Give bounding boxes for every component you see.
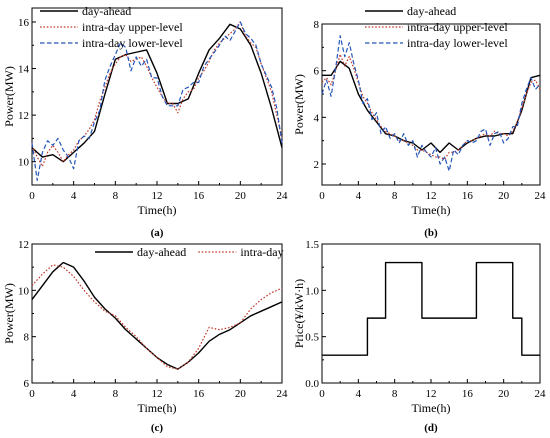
y-tick-label: 10 xyxy=(18,285,30,297)
panel-c: 0 4 8 12 16 20 24681012Time(h)Power(MW)day-ahe… xyxy=(2,239,288,434)
legend-label: day-ahead xyxy=(82,4,131,18)
y-axis-title: Power(MW) xyxy=(292,74,306,135)
x-axis-title: Time(h) xyxy=(412,401,451,415)
x-tick-label: 4 xyxy=(71,190,77,202)
legend: day-ahead intra-day upper-level intra-day … xyxy=(40,4,183,50)
panel-b: 0 4 8 12 16 20 242468Time(h)Power(MW)day-ahead… xyxy=(292,4,546,239)
x-tick-label: 0 xyxy=(319,388,325,400)
y-tick-label: 16 xyxy=(18,17,30,29)
legend-label: day-ahead xyxy=(137,245,186,259)
series-line-day-ahead xyxy=(31,261,283,370)
y-tick-label: 1.5 xyxy=(305,239,319,251)
y-tick-label: 2 xyxy=(314,159,320,171)
x-tick-label: 24 xyxy=(277,190,289,202)
legend-label: intra-day xyxy=(240,245,283,259)
plot-frame xyxy=(321,243,541,384)
panel-label: (d) xyxy=(424,422,438,434)
x-axis-title: Time(h) xyxy=(138,203,177,217)
x-tick-label: 16 xyxy=(193,388,205,400)
y-axis-title: Price(¥/kW·h) xyxy=(292,279,306,348)
x-tick-label: 16 xyxy=(462,388,474,400)
series-line-intra-day xyxy=(31,264,283,370)
y-tick-label: 1.0 xyxy=(305,285,319,297)
legend: day-ahead intra-day xyxy=(95,245,284,259)
series-line-price xyxy=(322,261,540,356)
legend: day-ahead intra-day upper-level intra-day … xyxy=(365,4,508,50)
legend-label: intra-day lower-level xyxy=(82,36,183,50)
series-line-intra-day-lower-level xyxy=(321,35,541,172)
panel-label: (c) xyxy=(151,422,164,434)
x-tick-label: 20 xyxy=(498,190,510,202)
y-tick-label: 6 xyxy=(24,378,30,390)
legend-label: day-ahead xyxy=(407,4,456,18)
x-tick-label: 16 xyxy=(462,190,474,202)
series-line-intra-day-lower-level xyxy=(31,21,283,181)
y-tick-label: 0.0 xyxy=(305,378,319,390)
panel-label: (a) xyxy=(151,227,164,239)
x-tick-label: 12 xyxy=(152,190,163,202)
panel-label: (b) xyxy=(424,227,438,239)
x-tick-label: 4 xyxy=(71,388,77,400)
series-line-day-ahead xyxy=(31,23,283,163)
panel-d: 0 4 8 12 16 20 24 0.0 0.5 1.0 1.5 Time(h) Price(¥/kW… xyxy=(292,239,546,434)
x-axis-title: Time(h) xyxy=(412,203,451,217)
x-tick-label: 12 xyxy=(152,388,163,400)
y-axis-title: Power(MW) xyxy=(2,283,16,344)
x-tick-label: 20 xyxy=(235,388,247,400)
y-tick-label: 8 xyxy=(314,19,320,31)
y-tick-label: 8 xyxy=(24,332,30,344)
legend-label: intra-day upper-level xyxy=(82,20,183,34)
x-tick-label: 16 xyxy=(193,190,205,202)
x-tick-label: 8 xyxy=(392,190,398,202)
x-tick-label: 24 xyxy=(535,190,547,202)
x-tick-label: 8 xyxy=(113,388,119,400)
y-tick-label: 0.5 xyxy=(305,332,319,344)
legend-label: intra-day lower-level xyxy=(407,36,508,50)
y-tick-label: 4 xyxy=(314,112,320,124)
x-tick-label: 8 xyxy=(392,388,398,400)
x-tick-label: 0 xyxy=(29,388,35,400)
y-tick-label: 6 xyxy=(314,66,320,78)
x-tick-label: 0 xyxy=(319,190,325,202)
legend-label: intra-day upper-level xyxy=(407,20,508,34)
x-tick-label: 4 xyxy=(356,388,362,400)
x-tick-label: 20 xyxy=(235,190,247,202)
x-tick-label: 24 xyxy=(535,388,547,400)
y-tick-label: 10 xyxy=(18,157,30,169)
x-tick-label: 24 xyxy=(277,388,289,400)
y-axis-title: Power(MW) xyxy=(2,66,16,127)
y-tick-label: 12 xyxy=(18,110,29,122)
x-tick-label: 12 xyxy=(426,190,437,202)
x-tick-label: 12 xyxy=(426,388,437,400)
y-tick-label: 12 xyxy=(18,239,29,251)
x-tick-label: 0 xyxy=(29,190,35,202)
panel-a: 0 4 8 12 16 20 24 10 12 14 16 Time(h) Power(MW) day-a… xyxy=(2,4,288,239)
x-tick-label: 4 xyxy=(356,190,362,202)
x-tick-label: 20 xyxy=(498,388,510,400)
x-tick-label: 8 xyxy=(113,190,119,202)
x-axis-title: Time(h) xyxy=(138,401,177,415)
y-tick-label: 14 xyxy=(18,64,30,76)
